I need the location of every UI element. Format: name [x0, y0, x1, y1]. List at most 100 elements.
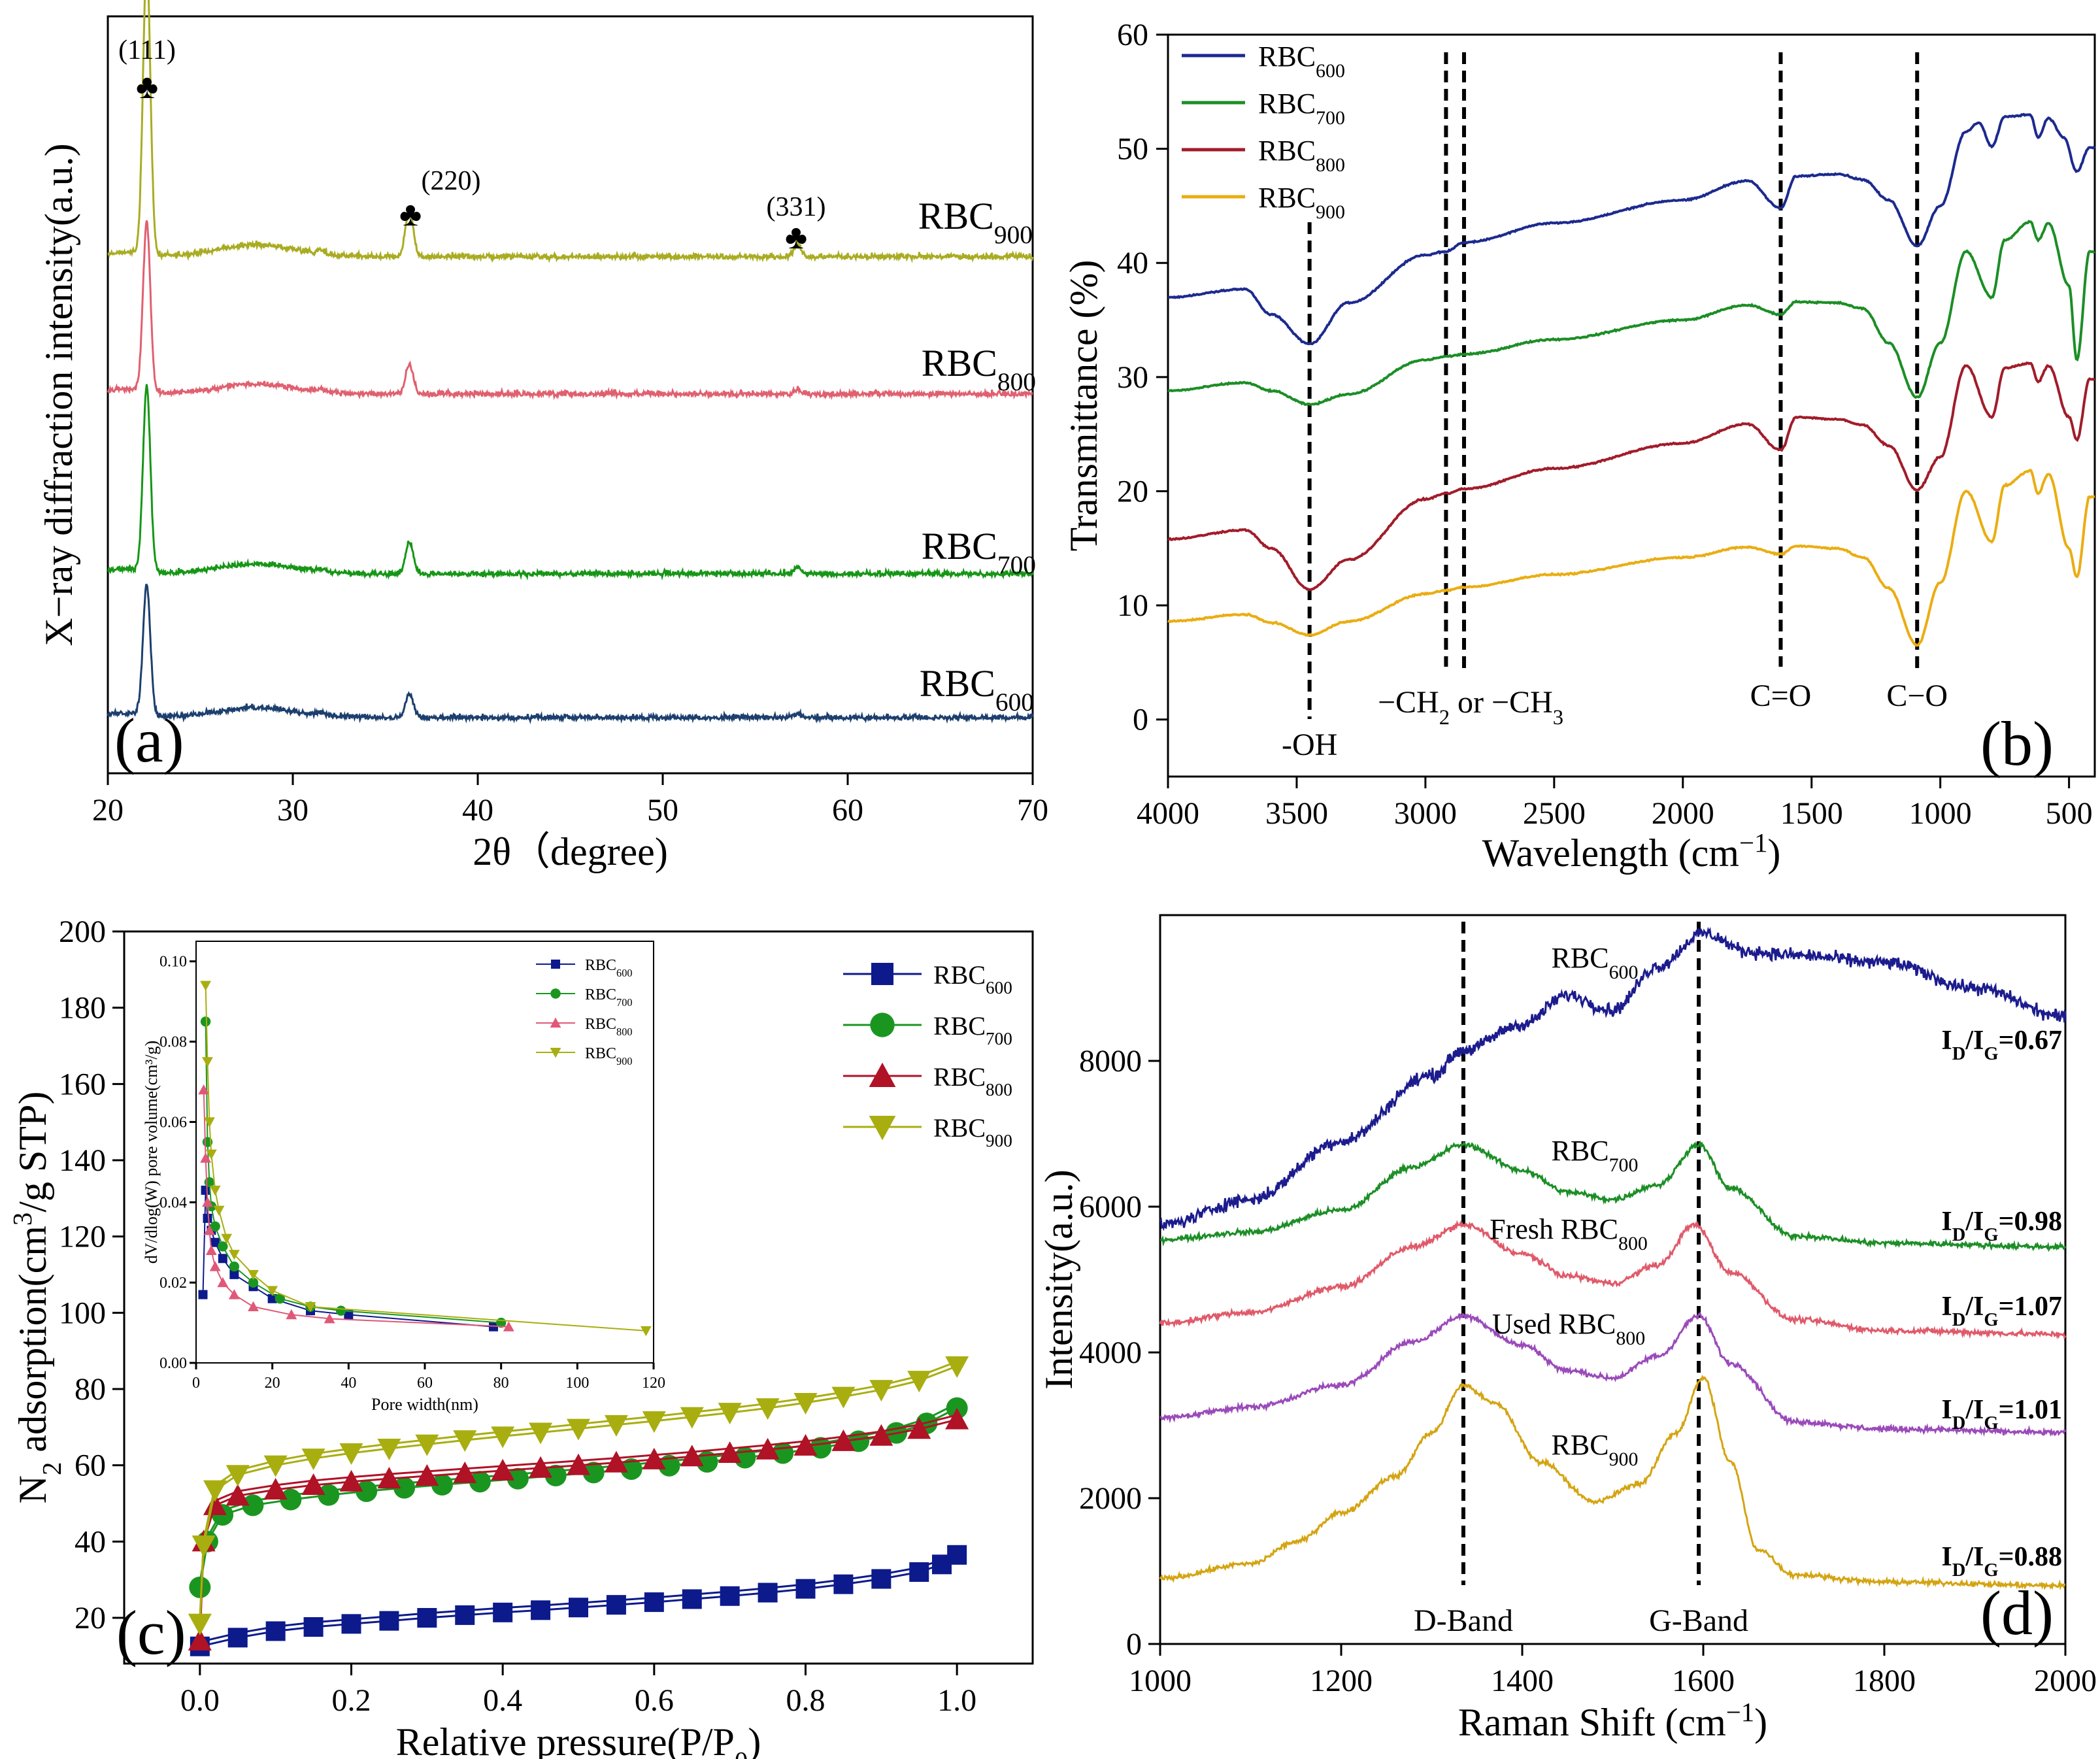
inset-legend-label: RBC800	[585, 1016, 633, 1038]
y-tick-label: 80	[75, 1372, 106, 1407]
inset-y-tick-label: 0.06	[159, 1114, 187, 1131]
ftir-series-line	[1167, 469, 2095, 647]
panel-d-raman-chart: 1000 1200 1400 1600 1800 2000 0 2000 4000 6000 800…	[1037, 914, 2097, 1744]
x-tick-label: 40	[462, 793, 493, 828]
legend-label: RBC900	[1258, 182, 1345, 223]
data-point	[280, 1488, 302, 1511]
peak-label: (220)	[422, 166, 481, 196]
legend-marker	[871, 963, 893, 985]
raman-series-line	[1159, 926, 2067, 1231]
inset-data-point	[213, 1205, 225, 1216]
x-tick-label: 0.6	[635, 1683, 674, 1718]
inset-data-point	[218, 1254, 227, 1264]
data-point	[604, 1415, 628, 1437]
inset-series-line	[205, 985, 646, 1332]
x-tick-label: 4000	[1137, 796, 1199, 831]
data-point	[493, 1602, 513, 1622]
inset-data-point	[205, 1149, 217, 1160]
band-label: C−O	[1886, 678, 1948, 713]
xrd-series-line	[107, 0, 1034, 263]
series-label: RBC900	[918, 195, 1033, 249]
peak-marker-icon: ♣	[136, 69, 158, 106]
data-point	[203, 1480, 227, 1502]
x-axis-label: Relative pressure(P/P0)	[396, 1720, 761, 1759]
inset-x-axis-label: Pore width(nm)	[371, 1395, 478, 1414]
data-point	[469, 1471, 491, 1493]
series-label: RBC800	[922, 342, 1036, 396]
band-label: -OH	[1282, 728, 1337, 762]
x-tick-label: 30	[277, 793, 308, 828]
inset-data-point	[202, 1196, 213, 1207]
id-ig-ratio-label: ID/IG=0.98	[1941, 1207, 2062, 1245]
data-point	[415, 1434, 439, 1456]
x-tick-label: 0.0	[180, 1683, 220, 1718]
inset-legend-marker	[550, 988, 561, 999]
inset-data-point	[218, 1241, 228, 1252]
inset-data-point	[202, 1057, 213, 1067]
raman-series-line	[1159, 1312, 2067, 1437]
peak-marker-icon: ♣	[785, 219, 807, 256]
data-point	[642, 1411, 666, 1433]
inset-legend-marker	[551, 960, 560, 969]
inset-legend-label: RBC900	[585, 1045, 633, 1067]
inset-y-tick-label: 0.10	[159, 954, 187, 971]
data-point	[658, 1454, 680, 1477]
data-point	[909, 1562, 929, 1582]
inset-pore-size-chart: 0 20 40 60 80 100 120 0.00 0.02 0.04 0.06 0.08 0.10 P…	[142, 941, 665, 1414]
ftir-series-line	[1167, 361, 2095, 592]
data-point	[756, 1398, 780, 1420]
inset-series-line	[202, 1190, 494, 1328]
data-point	[341, 1614, 361, 1634]
data-point	[531, 1600, 551, 1620]
inset-data-point	[286, 1309, 297, 1320]
xrd-series-line	[107, 583, 1034, 725]
data-point	[907, 1371, 931, 1393]
peak-label: (111)	[118, 35, 176, 65]
data-point	[188, 1629, 212, 1650]
inset-data-point	[210, 1221, 220, 1231]
inset-frame	[195, 941, 654, 1364]
legend-label: RBC700	[933, 1011, 1012, 1048]
data-point	[569, 1598, 588, 1618]
data-point	[301, 1473, 325, 1495]
panel-b-ftir-chart: 4000 3500 3000 2500 2000 1500 1000 500 0 10 20 30 40…	[1062, 18, 2096, 875]
band-label: G-Band	[1649, 1603, 1748, 1638]
series-label: Used RBC800	[1492, 1308, 1645, 1349]
series-label: Fresh RBC800	[1490, 1213, 1648, 1254]
data-point	[945, 1407, 969, 1430]
y-tick-label: 4000	[1079, 1335, 1142, 1370]
inset-data-point	[204, 1117, 215, 1128]
xrd-series-line	[107, 220, 1033, 401]
inset-data-point	[489, 1322, 498, 1332]
data-point	[544, 1464, 567, 1486]
y-tick-label: 40	[1117, 246, 1148, 280]
series-label: RBC600	[920, 662, 1034, 716]
data-point	[227, 1628, 248, 1648]
id-ig-ratio-label: ID/IG=0.67	[1941, 1026, 2062, 1064]
id-ig-ratio-label: ID/IG=1.07	[1941, 1292, 2062, 1330]
data-point	[793, 1433, 818, 1456]
inset-data-point	[344, 1310, 354, 1320]
inset-x-tick-label: 40	[341, 1375, 356, 1392]
data-point	[263, 1478, 288, 1499]
plot-frame	[123, 930, 1034, 1665]
inset-data-point	[228, 1289, 240, 1299]
y-axis-label: X−ray diffraction intensity(a.u.)	[37, 143, 80, 646]
y-tick-label: 2000	[1079, 1481, 1142, 1516]
inset-data-point	[209, 1261, 221, 1271]
data-point	[720, 1586, 740, 1606]
data-point	[831, 1386, 856, 1409]
data-point	[567, 1418, 590, 1441]
legend-label: RBC600	[1258, 41, 1345, 82]
y-tick-label: 140	[59, 1143, 106, 1178]
series-label: RBC700	[1552, 1135, 1639, 1176]
data-point	[758, 1583, 778, 1603]
raman-series-line	[1159, 1374, 2066, 1591]
panel-label: (b)	[1980, 709, 2054, 779]
data-point	[945, 1356, 969, 1378]
y-axis-label: Transmittance (%)	[1062, 260, 1105, 551]
data-point	[453, 1430, 477, 1452]
x-tick-label: 1.0	[937, 1683, 976, 1718]
inset-y-tick-label: 0.04	[159, 1194, 187, 1211]
data-point	[529, 1456, 553, 1478]
